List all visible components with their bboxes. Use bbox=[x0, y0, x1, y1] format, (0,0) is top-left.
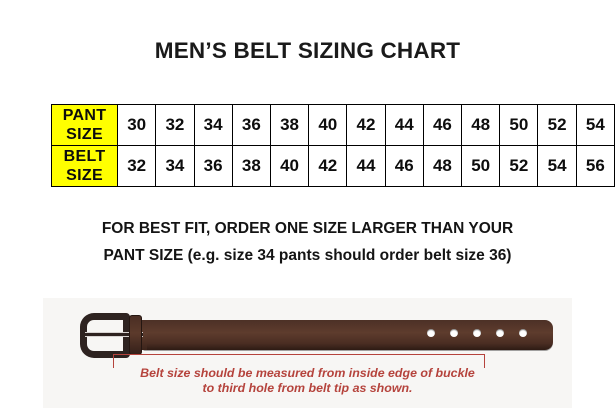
belt-diagram: Belt size should be measured from inside… bbox=[43, 298, 572, 408]
table-row: BELT SIZE 32 34 36 38 40 42 44 46 48 50 … bbox=[50, 145, 615, 187]
row-header-line-2: SIZE bbox=[66, 126, 103, 143]
pant-size-cell: 46 bbox=[422, 104, 463, 146]
fit-instructions-line-2: PANT SIZE (e.g. size 34 pants should ord… bbox=[103, 247, 512, 264]
fit-instructions: FOR BEST FIT, ORDER ONE SIZE LARGER THAN… bbox=[0, 215, 615, 269]
pant-size-cell: 52 bbox=[537, 104, 577, 146]
belt-caption-line-2: to third hole from belt tip as shown. bbox=[202, 381, 413, 395]
belt-keeper-loop-icon bbox=[129, 315, 142, 355]
pant-size-cell: 44 bbox=[384, 104, 424, 146]
belt-size-cell: 42 bbox=[308, 145, 348, 187]
row-header-belt-size: BELT SIZE bbox=[50, 145, 119, 187]
pant-size-cell: 32 bbox=[155, 104, 195, 146]
pant-size-cell: 54 bbox=[575, 104, 615, 146]
row-header-line-1: BELT bbox=[63, 148, 106, 165]
belt-size-cell: 52 bbox=[499, 145, 539, 187]
belt-size-cell: 34 bbox=[155, 145, 195, 187]
belt-buckle-prong-icon bbox=[85, 332, 143, 337]
belt-size-cell: 50 bbox=[461, 145, 501, 187]
belt-holes-group bbox=[427, 329, 547, 341]
belt-measurement-caption: Belt size should be measured from inside… bbox=[43, 366, 572, 396]
pant-size-cell: 48 bbox=[461, 104, 501, 146]
row-header-line-1: PANT bbox=[62, 107, 107, 124]
belt-hole-icon bbox=[450, 329, 458, 337]
pant-size-cell: 30 bbox=[117, 104, 157, 146]
belt-hole-icon bbox=[473, 329, 481, 337]
belt-hole-icon bbox=[519, 329, 527, 337]
belt-size-cell: 32 bbox=[117, 145, 157, 187]
belt-size-cell: 36 bbox=[193, 145, 233, 187]
belt-size-cell: 48 bbox=[422, 145, 463, 187]
belt-strap-icon bbox=[143, 320, 553, 350]
belt-caption-line-1: Belt size should be measured from inside… bbox=[140, 366, 475, 380]
page-title: MEN’S BELT SIZING CHART bbox=[154, 38, 461, 63]
belt-hole-icon bbox=[427, 329, 435, 337]
table-row: PANT SIZE 30 32 34 36 38 40 42 44 46 48 … bbox=[50, 104, 615, 146]
belt-size-cell: 46 bbox=[384, 145, 424, 187]
pant-size-cell: 34 bbox=[193, 104, 233, 146]
fit-instructions-line-1: FOR BEST FIT, ORDER ONE SIZE LARGER THAN… bbox=[101, 220, 514, 237]
belt-size-cell: 56 bbox=[575, 145, 615, 187]
pant-size-cell: 40 bbox=[308, 104, 348, 146]
belt-size-cell: 54 bbox=[537, 145, 577, 187]
pant-size-cell: 36 bbox=[231, 104, 271, 146]
pant-size-cell: 38 bbox=[269, 104, 310, 146]
pant-size-cell: 50 bbox=[499, 104, 539, 146]
pant-size-cell: 42 bbox=[346, 104, 386, 146]
belt-size-cell: 40 bbox=[269, 145, 310, 187]
row-header-line-2: SIZE bbox=[66, 167, 103, 184]
row-header-pant-size: PANT SIZE bbox=[50, 104, 119, 146]
belt-size-cell: 38 bbox=[231, 145, 271, 187]
belt-size-cell: 44 bbox=[346, 145, 386, 187]
belt-sizing-table: PANT SIZE 30 32 34 36 38 40 42 44 46 48 … bbox=[50, 104, 615, 187]
belt-hole-icon bbox=[496, 329, 504, 337]
